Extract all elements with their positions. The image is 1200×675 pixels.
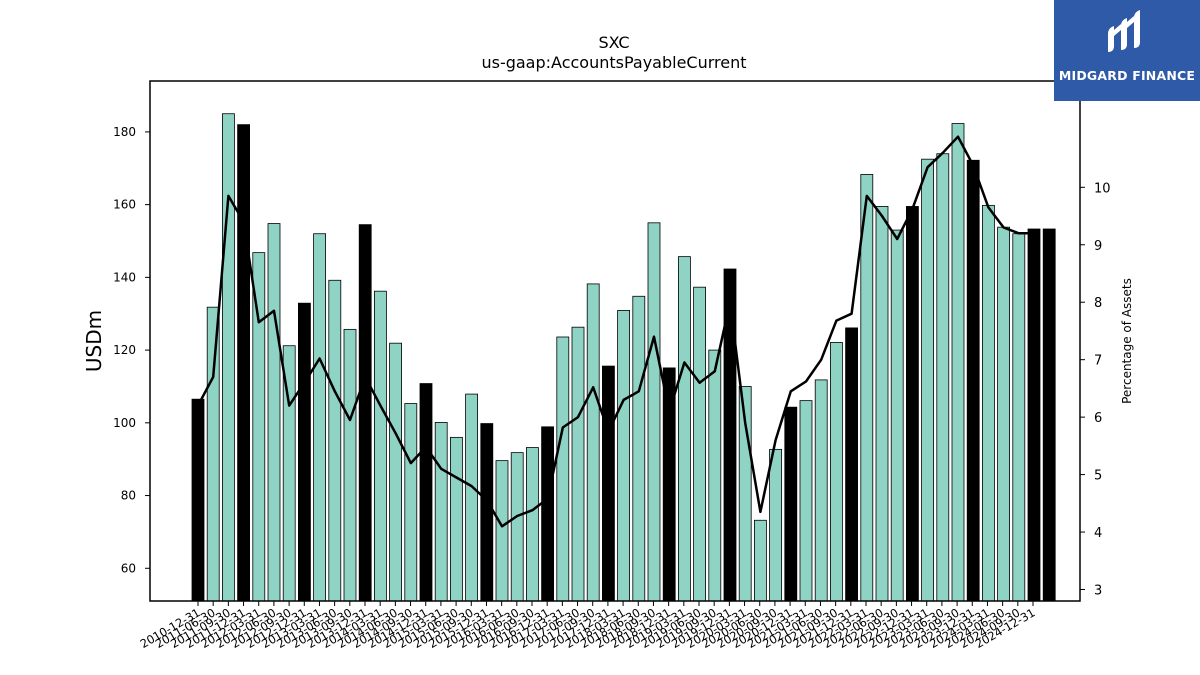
bar-2014-06-30 [404, 403, 418, 602]
bar-2023-09-30 [966, 159, 980, 602]
bar-2022-12-31 [921, 158, 934, 602]
bar-2018-09-30 [662, 367, 676, 602]
bar-2011-06-30 [221, 113, 235, 602]
bar-2022-06-30 [890, 229, 904, 602]
y2-tick-label: 8 [1094, 296, 1102, 311]
bar-2023-12-31 [982, 204, 995, 602]
y2-axis-label: Percentage of Assets [1120, 278, 1134, 404]
y-tick-label: 60 [121, 561, 136, 575]
bar-2016-12-31 [556, 336, 570, 602]
brand-name: MIDGARD FINANCE [1058, 68, 1196, 83]
bar-2023-06-30 [951, 123, 965, 602]
bar-2015-03-31 [449, 436, 463, 602]
bar-2012-12-31 [313, 233, 327, 602]
bar-2018-03-31 [632, 295, 646, 602]
bar-2014-03-31 [389, 342, 403, 602]
bar-2017-06-30 [586, 283, 600, 602]
bar-2018-12-31 [678, 256, 691, 602]
bar-2014-12-31 [434, 422, 448, 602]
bar-2013-06-30 [343, 328, 357, 602]
bar-2015-09-30 [480, 423, 494, 602]
y-axis-label: USDm [82, 310, 106, 372]
bar-2019-03-31 [693, 286, 706, 602]
bar-2012-09-30 [297, 302, 311, 602]
bar-2024-12-31 [1042, 228, 1056, 602]
bar-2024-03-31 [997, 226, 1010, 602]
y-tick-label: 80 [121, 489, 136, 503]
bar-2021-03-31 [814, 379, 828, 602]
y-tick-label: 100 [113, 416, 136, 430]
y2-tick-label: 4 [1094, 526, 1102, 541]
y2-tick-label: 9 [1094, 239, 1102, 254]
series-line [196, 135, 1034, 528]
y-tick-label: 180 [113, 125, 136, 139]
plot-frame [149, 80, 1081, 602]
bar-2016-09-30 [541, 426, 554, 602]
y2-tick-label: 7 [1094, 354, 1102, 369]
midgard-logo-icon [1108, 10, 1140, 52]
bar-2021-06-30 [830, 342, 843, 602]
bar-2017-12-31 [617, 310, 630, 602]
bar-2013-12-31 [373, 290, 387, 602]
line-group [196, 135, 1034, 528]
y-tick-label: 140 [113, 270, 136, 284]
bar-2013-03-31 [328, 279, 342, 602]
bar-2015-06-30 [465, 393, 479, 602]
bar-2010-12-31 [191, 398, 205, 602]
y2-tick-label: 5 [1094, 469, 1102, 484]
bar-2021-09-30 [845, 327, 858, 602]
y2-tick-label: 6 [1094, 411, 1102, 426]
bar-2023-03-31 [936, 153, 950, 602]
bar-2016-03-31 [510, 452, 524, 602]
bar-2017-09-30 [602, 365, 615, 602]
bar-2022-09-30 [906, 206, 919, 602]
bar-2020-12-31 [799, 400, 813, 602]
y-tick-label: 120 [113, 343, 136, 357]
bar-2018-06-30 [647, 222, 661, 602]
y2-tick-label: 10 [1094, 181, 1111, 196]
bar-2020-06-30 [769, 448, 782, 602]
bar-2024-09-30 [1027, 228, 1041, 602]
bars-group [191, 113, 1056, 602]
y2-tick-label: 3 [1094, 584, 1102, 599]
bar-2020-03-31 [754, 519, 767, 602]
bar-2011-03-31 [206, 306, 220, 602]
bar-2019-06-30 [708, 349, 722, 602]
y-tick-label: 160 [113, 198, 136, 212]
bar-2012-03-31 [267, 223, 281, 602]
bar-2024-06-30 [1012, 233, 1026, 602]
bar-2015-12-31 [495, 460, 509, 602]
bar-2022-03-31 [875, 206, 889, 602]
bar-2011-09-30 [237, 124, 251, 602]
bar-2016-06-30 [526, 447, 539, 602]
axes-group: 60801001201401601803456789102010-12-3120… [113, 125, 1110, 651]
bar-2013-09-30 [358, 224, 372, 602]
bar-2017-03-31 [571, 326, 585, 602]
chart-title: SXC [598, 33, 629, 52]
brand-logo: MIDGARD FINANCE [1054, 0, 1200, 101]
chart-subtitle: us-gaap:AccountsPayableCurrent [481, 53, 746, 72]
bar-2021-12-31 [860, 174, 874, 602]
bar-2020-09-30 [784, 406, 798, 602]
bar-2011-12-31 [252, 252, 266, 602]
bar-2014-09-30 [419, 383, 433, 602]
